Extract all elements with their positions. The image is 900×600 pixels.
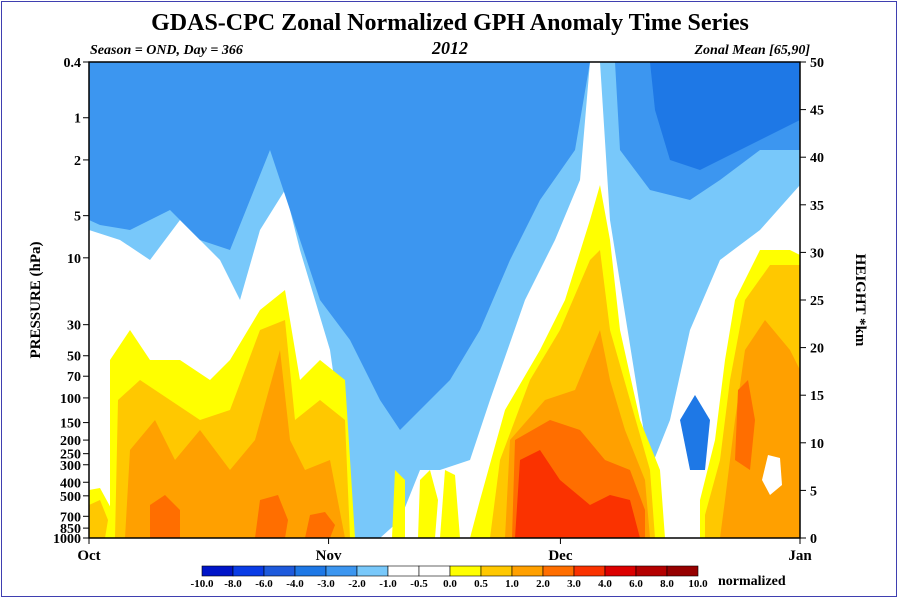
region-blue [89, 62, 800, 430]
colorbar-level-label: 8.0 [660, 578, 674, 590]
colorbar-level-label: -2.0 [348, 578, 366, 590]
colorbar-swatch [232, 565, 265, 577]
y2-tick-label: 15 [810, 389, 824, 404]
y-tick-label: 700 [60, 510, 81, 525]
y2-tick-label: 0 [810, 532, 817, 547]
y2-tick-label: 30 [810, 246, 824, 261]
region-yellow-mid-1 [392, 470, 405, 538]
region-dark-orange-left-3 [305, 512, 335, 538]
colorbar-swatch [263, 565, 296, 577]
y-tick-label: 1 [74, 112, 81, 127]
y-tick-label: 2 [74, 154, 81, 169]
y-tick-label: 70 [67, 370, 81, 385]
colorbar-level-label: 10.0 [688, 578, 708, 590]
colorbar-swatch [480, 565, 513, 577]
x-tick-label: Dec [548, 548, 572, 564]
y-tick-label: 100 [60, 392, 81, 407]
y2-tick-label: 40 [810, 151, 824, 166]
y2-tick-label: 45 [810, 104, 824, 119]
region-dark-orange-left-1 [150, 495, 180, 538]
y-tick-label: 30 [67, 319, 81, 334]
region-mid-blue [650, 62, 800, 170]
colorbar-swatch [666, 565, 699, 577]
colorbar-swatch [387, 565, 420, 577]
x-tick-label: Nov [316, 548, 342, 564]
chart-subtitle-center: 2012 [431, 38, 468, 58]
colorbar-swatch [573, 565, 606, 577]
y-tick-label: 250 [60, 448, 81, 463]
y-axis-label-left: PRESSURE (hPa) [28, 241, 44, 358]
y2-tick-label: 10 [810, 437, 824, 452]
chart-title: GDAS-CPC Zonal Normalized GPH Anomaly Ti… [151, 10, 749, 36]
region-red-dec [515, 450, 640, 538]
y-axis-label-right: HEIGHT *km [852, 254, 868, 347]
colorbar: -10.0 -8.0 -6.0 -4.0 -3.0 -2.0 -1.0 -0.5 0.0 0.5 1… [191, 565, 708, 590]
y-tick-label: 300 [60, 459, 81, 474]
colorbar-level-label: 1.0 [505, 578, 519, 590]
y-tick-label: 200 [60, 434, 81, 449]
colorbar-unit: normalized [718, 574, 786, 589]
colorbar-swatch [201, 565, 234, 577]
plot-area [89, 62, 800, 538]
region-dark-orange-left-2 [255, 495, 288, 538]
colorbar-swatch [356, 565, 389, 577]
y-tick-label: 500 [60, 490, 81, 505]
y-tick-label: 0.4 [64, 56, 82, 71]
colorbar-swatch [635, 565, 668, 577]
chart-subtitle-left: Season = OND, Day = 366 [90, 43, 243, 58]
colorbar-swatch [294, 565, 327, 577]
colorbar-level-label: 0.5 [474, 578, 488, 590]
x-tick-label: Jan [788, 548, 812, 564]
y-tick-label: 400 [60, 476, 81, 491]
y-tick-label: 10 [67, 252, 81, 267]
region-mid-blue-2 [680, 395, 710, 470]
colorbar-level-label: 2.0 [536, 578, 550, 590]
y-tick-label: 150 [60, 417, 81, 432]
y-tick-label: 850 [60, 522, 81, 537]
region-orange-left [125, 350, 345, 538]
colorbar-swatch [604, 565, 637, 577]
y2-tick-label: 50 [810, 56, 824, 71]
region-yellow-mid-3 [440, 470, 460, 538]
chart-subtitle-right: Zonal Mean [65,90] [694, 43, 811, 58]
colorbar-level-label: 6.0 [629, 578, 643, 590]
plot-border [88, 61, 801, 539]
colorbar-level-label: -1.0 [379, 578, 397, 590]
colorbar-level-label: -6.0 [255, 578, 273, 590]
y-tick-label: 5 [74, 210, 81, 225]
x-tick-label: Oct [77, 548, 100, 564]
region-dark-orange-right [735, 380, 755, 470]
y-tick-label: 50 [67, 350, 81, 365]
region-amber-far-left [89, 500, 108, 538]
y2-tick-label: 35 [810, 199, 824, 214]
region-yellow-mid-2 [418, 470, 438, 538]
colorbar-swatch [511, 565, 544, 577]
colorbar-level-label: -10.0 [191, 578, 214, 590]
colorbar-level-label: -3.0 [317, 578, 335, 590]
colorbar-swatch [418, 565, 451, 577]
colorbar-swatch [542, 565, 575, 577]
colorbar-level-label: 3.0 [567, 578, 581, 590]
colorbar-level-label: -8.0 [224, 578, 242, 590]
y2-tick-label: 5 [810, 484, 817, 499]
colorbar-level-label: -4.0 [286, 578, 304, 590]
y2-tick-label: 25 [810, 294, 824, 309]
chart-axes: 0.41251030507010015020025030040050070085… [53, 56, 824, 564]
y2-tick-label: 20 [810, 342, 824, 357]
colorbar-swatch [449, 565, 482, 577]
region-white-right-core [762, 455, 782, 495]
colorbar-level-label: 0.0 [443, 578, 457, 590]
colorbar-level-label: 4.0 [598, 578, 612, 590]
colorbar-swatch [325, 565, 358, 577]
y-tick-label: 1000 [53, 532, 81, 547]
colorbar-level-label: -0.5 [410, 578, 428, 590]
